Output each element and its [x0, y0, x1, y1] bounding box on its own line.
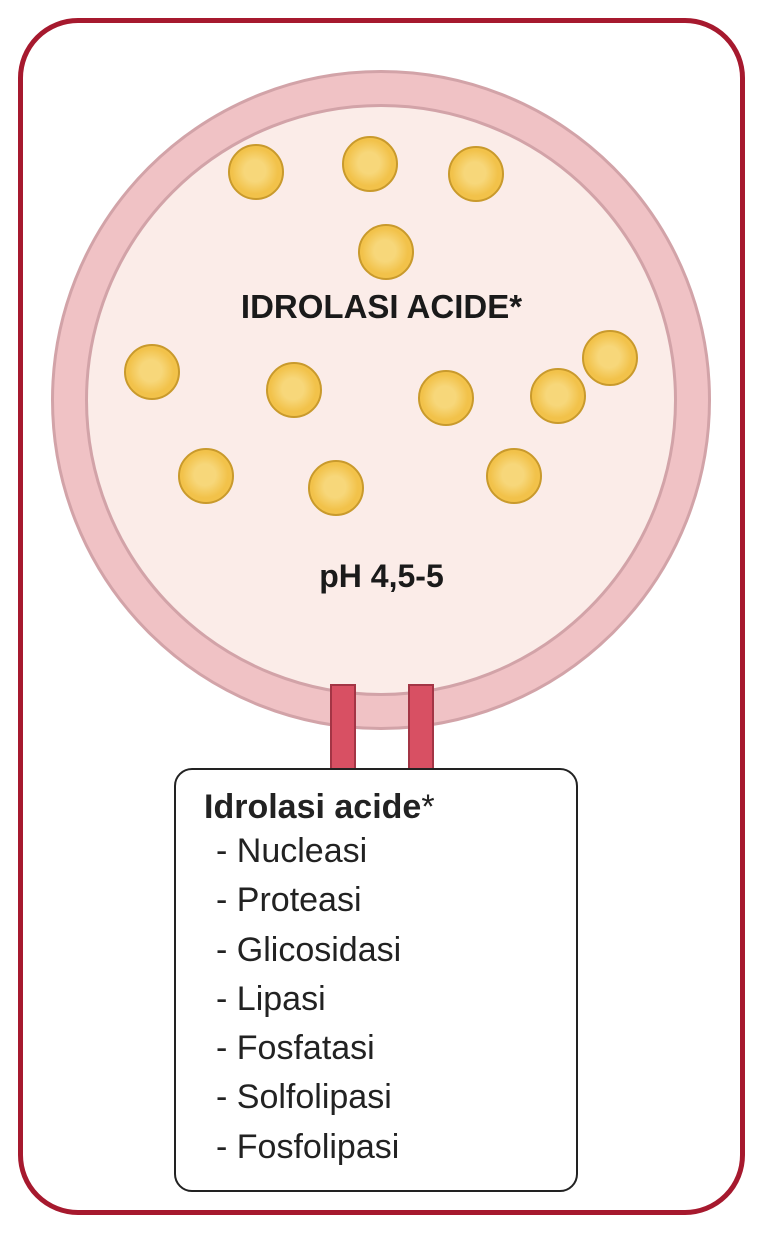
enzyme-vesicle — [486, 448, 542, 504]
enzyme-vesicle — [228, 144, 284, 200]
enzyme-list-item: Nucleasi — [216, 827, 552, 876]
lysosome-lumen — [85, 104, 677, 696]
enzyme-list-item: Fosfatasi — [216, 1024, 552, 1073]
enzyme-vesicle — [358, 224, 414, 280]
enzyme-vesicle — [124, 344, 180, 400]
enzyme-vesicle — [448, 146, 504, 202]
enzyme-vesicle — [342, 136, 398, 192]
enzyme-vesicle — [178, 448, 234, 504]
enzyme-vesicle — [308, 460, 364, 516]
enzyme-list-item: Fosfolipasi — [216, 1123, 552, 1172]
enzyme-list-item: Lipasi — [216, 975, 552, 1024]
enzyme-vesicle — [266, 362, 322, 418]
enzyme-vesicle — [582, 330, 638, 386]
legend-title-text: Idrolasi acide — [204, 788, 421, 826]
legend-title-asterisk: * — [421, 788, 434, 826]
enzyme-list: NucleasiProteasiGlicosidasiLipasiFosfata… — [204, 827, 552, 1172]
enzyme-list-item: Proteasi — [216, 876, 552, 925]
enzyme-vesicle — [530, 368, 586, 424]
enzyme-vesicle — [418, 370, 474, 426]
lysosome-ph-label: pH 4,5-5 — [0, 558, 763, 595]
enzyme-legend-box: Idrolasi acide* NucleasiProteasiGlicosid… — [174, 768, 578, 1192]
enzyme-list-item: Solfolipasi — [216, 1073, 552, 1122]
legend-title: Idrolasi acide* — [204, 788, 552, 827]
lysosome-main-label: IDROLASI ACIDE* — [0, 288, 763, 326]
enzyme-list-item: Glicosidasi — [216, 926, 552, 975]
